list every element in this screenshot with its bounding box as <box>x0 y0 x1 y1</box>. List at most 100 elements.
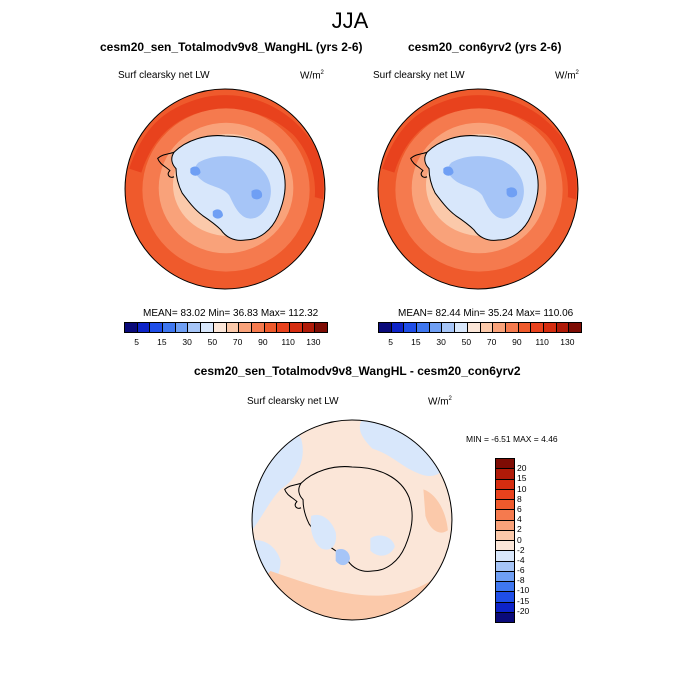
colorbar-tick-label: -8 <box>517 575 525 586</box>
colorbar-right <box>378 322 582 333</box>
colorbar-swatch <box>496 591 514 602</box>
colorbar-tick-label: 90 <box>512 337 522 347</box>
colorbar-swatch <box>496 478 514 489</box>
colorbar-swatch <box>187 323 201 332</box>
diff-units-label: W/m2 <box>428 396 452 407</box>
variable-label-left: Surf clearsky net LW <box>118 70 210 81</box>
units-text: W/m <box>555 70 576 82</box>
ocean-dark-ring <box>129 95 324 200</box>
colorbar-tick-label: -2 <box>517 544 525 555</box>
colorbar-swatch <box>496 550 514 561</box>
season-title: JJA <box>331 8 369 33</box>
colorbar-tick-label: 15 <box>411 337 421 347</box>
diff-cool-northeast <box>359 420 446 477</box>
colorbar-tick-label: 110 <box>281 337 295 347</box>
map-diff <box>251 419 453 621</box>
colorbar-swatch <box>441 323 455 332</box>
colorbar-swatch <box>454 323 467 332</box>
colorbar-swatch <box>496 560 514 571</box>
panel-title-left: cesm20_sen_Totalmodv9v8_WangHL (yrs 2-6) <box>100 40 363 54</box>
colorbar-tick-label: 10 <box>517 483 527 494</box>
units-label-left: W/m2 <box>300 70 324 81</box>
colorbar-swatch <box>542 323 556 332</box>
stats-left: MEAN= 83.02 Min= 36.83 Max= 112.32 <box>143 308 319 319</box>
colorbar-swatch <box>314 323 327 332</box>
diff-antarctica-cooler <box>335 548 350 566</box>
colorbar-tick-label: 30 <box>436 337 446 347</box>
map-frame-right <box>377 88 579 290</box>
colorbar-tick-label: 130 <box>306 337 321 347</box>
colorbar-swatch <box>263 323 277 332</box>
colorbar-tick-label: -10 <box>517 585 530 596</box>
map-frame-diff <box>251 419 453 621</box>
colorbar-swatch <box>496 488 514 499</box>
colorbar-swatch <box>379 323 391 332</box>
colorbar-swatch <box>225 323 239 332</box>
colorbar-swatch <box>125 323 137 332</box>
map-frame-left <box>124 88 326 290</box>
colorbar-tick-label: 110 <box>535 337 549 347</box>
colorbar-swatch <box>496 509 514 520</box>
colorbar-tick-label: 90 <box>258 337 268 347</box>
colorbar-swatch <box>496 570 514 581</box>
colorbar-swatch <box>496 581 514 592</box>
colorbar-swatch <box>555 323 569 332</box>
colorbar-swatch <box>250 323 264 332</box>
ocean-dark-ring <box>382 95 577 200</box>
diff-panel-title: cesm20_sen_Totalmodv9v8_WangHL - cesm20_… <box>194 364 521 378</box>
diff-warm-east <box>423 489 448 533</box>
colorbar-swatch <box>530 323 543 332</box>
stats-right: MEAN= 82.44 Min= 35.24 Max= 110.06 <box>398 308 574 319</box>
colorbar-swatch <box>174 323 188 332</box>
map-right <box>377 88 579 290</box>
colorbar-left <box>124 322 328 333</box>
colorbar-tick-label: 15 <box>517 473 527 484</box>
colorbar-tick-label: 30 <box>182 337 192 347</box>
units-text: W/m <box>428 396 449 408</box>
colorbar-swatch <box>428 323 442 332</box>
colorbar-tick-label: 15 <box>157 337 167 347</box>
colorbar-swatch <box>288 323 302 332</box>
units-exponent: 2 <box>448 396 452 402</box>
colorbar-swatch <box>276 323 289 332</box>
units-exponent: 2 <box>320 70 324 76</box>
colorbar-swatch <box>390 323 404 332</box>
peninsula-outline <box>410 151 428 178</box>
diff-antarctica-cool <box>310 514 395 556</box>
colorbar-swatch <box>416 323 429 332</box>
colorbar-tick-label: 130 <box>560 337 575 347</box>
colorbar-tick-label: -20 <box>517 605 530 616</box>
variable-label-right: Surf clearsky net LW <box>373 70 465 81</box>
colorbar-tick-label: 70 <box>232 337 243 347</box>
colorbar-swatch <box>200 323 213 332</box>
diff-peninsula-outline <box>284 482 302 509</box>
map-left <box>124 88 326 290</box>
antarctica-blue-region <box>447 156 524 219</box>
colorbar-swatch <box>496 499 514 510</box>
colorbar-swatch <box>466 323 480 332</box>
colorbar-diff <box>495 458 515 623</box>
antarctica-blue-region <box>194 156 271 219</box>
diff-stats: MIN = -6.51 MAX = 4.46 <box>466 434 558 444</box>
colorbar-swatch <box>238 323 251 332</box>
colorbar-tick-label: 50 <box>461 337 472 347</box>
colorbar-swatch <box>136 323 150 332</box>
antarctica-deep-blue <box>443 166 518 198</box>
units-text: W/m <box>300 70 321 82</box>
colorbar-swatch <box>162 323 175 332</box>
colorbar-tick-label: -15 <box>517 595 530 606</box>
colorbar-tick-label: 2 <box>517 524 522 535</box>
antarctica-deep-blue <box>190 166 263 219</box>
colorbar-swatch <box>496 519 514 530</box>
colorbar-swatch <box>403 323 417 332</box>
colorbar-tick-label: -4 <box>517 554 525 565</box>
colorbar-swatch <box>496 540 514 551</box>
colorbar-swatch <box>496 529 514 540</box>
colorbar-swatch <box>568 323 581 332</box>
colorbar-tick-label: -6 <box>517 565 525 576</box>
colorbar-swatch <box>479 323 493 332</box>
colorbar-swatch <box>212 323 226 332</box>
colorbar-tick-label: 20 <box>517 463 527 474</box>
colorbar-swatch <box>301 323 315 332</box>
colorbar-swatch <box>496 611 514 622</box>
